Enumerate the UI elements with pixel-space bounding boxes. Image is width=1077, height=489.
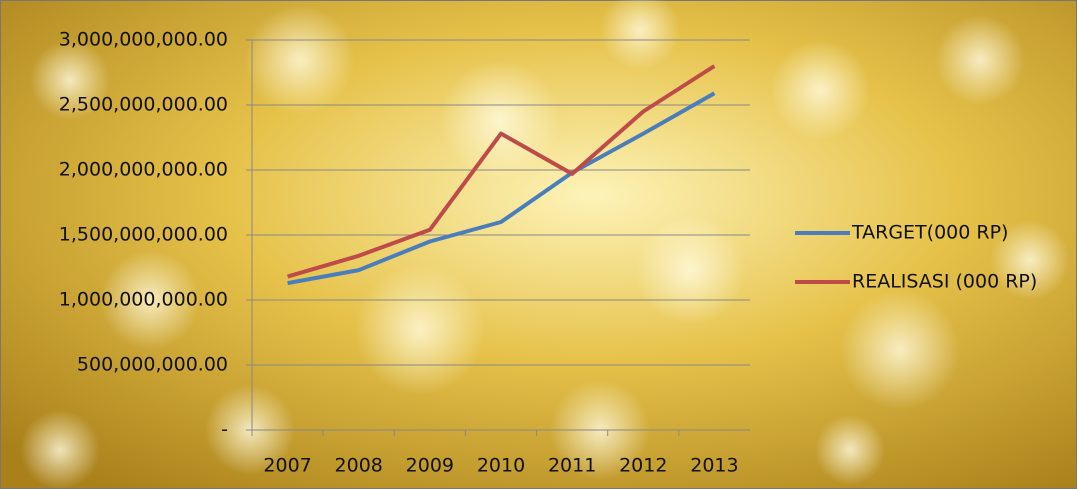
- line-series: [287, 64, 716, 279]
- line-series: [287, 91, 716, 286]
- x-tick-label: 2010: [477, 455, 525, 477]
- x-tick-label: 2011: [548, 455, 596, 477]
- x-tick-label: 2008: [335, 455, 383, 477]
- y-tick-label: 2,000,000,000.00: [59, 159, 228, 181]
- y-tick-label: 3,000,000,000.00: [59, 29, 228, 51]
- y-tick-label: 1,500,000,000.00: [59, 224, 228, 246]
- x-tick-label: 2009: [406, 455, 454, 477]
- y-tick-label: 1,000,000,000.00: [59, 289, 228, 311]
- legend-label: REALISASI (000 RP): [852, 271, 1037, 293]
- y-tick-label: -: [221, 419, 228, 441]
- legend-label: TARGET(000 RP): [851, 222, 1008, 244]
- y-tick-label: 500,000,000.00: [77, 354, 228, 376]
- x-tick-label: 2007: [263, 455, 311, 477]
- x-tick-label: 2013: [690, 455, 738, 477]
- y-tick-label: 2,500,000,000.00: [59, 94, 228, 116]
- x-tick-label: 2012: [619, 455, 667, 477]
